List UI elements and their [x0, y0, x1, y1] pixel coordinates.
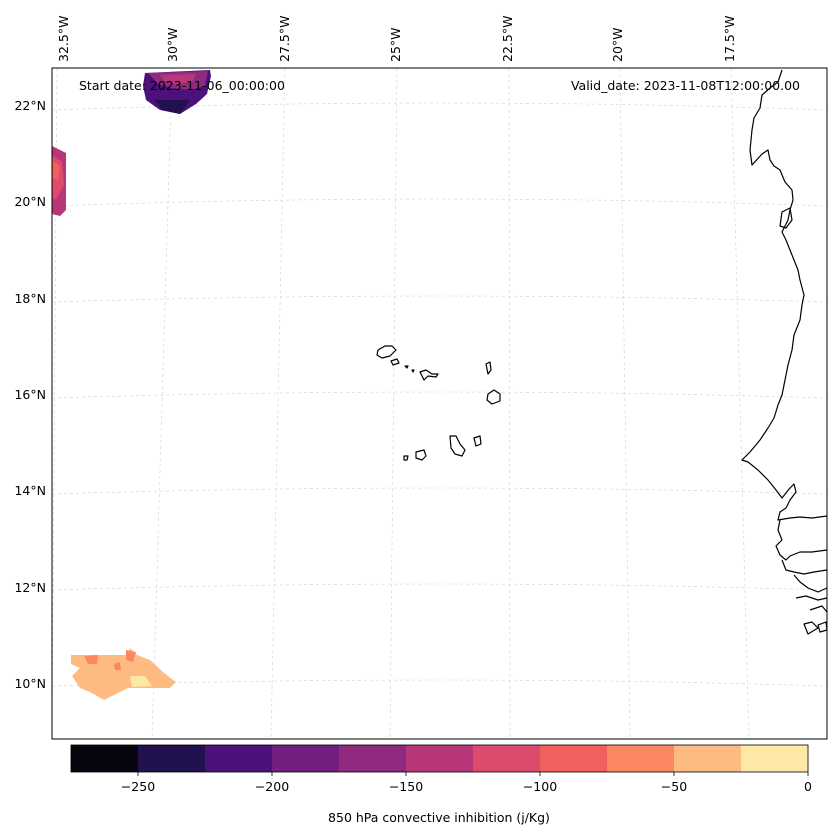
colorbar-segment — [339, 745, 407, 772]
colorbar-tick-label: −100 — [523, 779, 557, 794]
grid-lon-25 — [389, 67, 398, 740]
coastlines — [376, 69, 828, 635]
longitude-labels: 32.5°W 30°W 27.5°W 25°W 22.5°W 20°W 17.5… — [56, 16, 737, 62]
lon-label-22-5: 22.5°W — [500, 16, 515, 62]
island-maio — [473, 435, 482, 447]
contour-fills — [52, 70, 211, 700]
start-date-label: Start date: 2023-11-06_00:00:00 — [79, 78, 285, 93]
grid-lon-22-5 — [508, 67, 511, 740]
colorbar-segments — [71, 745, 809, 772]
contour-patch-west-core — [52, 160, 60, 180]
colorbar-segment — [473, 745, 541, 772]
coastline-bissau-south — [809, 605, 828, 613]
contour-patch-southwest-light — [130, 676, 152, 687]
grid-lon-32-5 — [51, 67, 58, 740]
lon-label-30: 30°W — [165, 27, 180, 62]
colorbar-label: 850 hPa convective inhibition (j/Kg) — [328, 810, 550, 825]
colorbar-segment — [272, 745, 340, 772]
colorbar-segment — [138, 745, 206, 772]
colorbar-segment — [406, 745, 474, 772]
lat-label-14: 14°N — [14, 483, 46, 498]
coastline-gambia-south — [781, 559, 828, 575]
grid-lat-12 — [51, 583, 828, 591]
colorbar-segment — [607, 745, 675, 772]
colorbar-segment — [741, 745, 809, 772]
island-fogo — [415, 449, 427, 461]
colorbar-tick-label: −250 — [121, 779, 155, 794]
grid-lat-18 — [51, 295, 828, 303]
contour-patch-north-core — [160, 74, 196, 84]
valid-date-label: Valid_date: 2023-11-08T12:00:00.00 — [571, 78, 800, 93]
island-sao-vicente — [390, 358, 400, 366]
contour-patch-southwest-orange-2 — [126, 650, 136, 662]
lon-label-27-5: 27.5°W — [277, 16, 292, 62]
colorbar-tick-label: −200 — [255, 779, 289, 794]
lat-label-10: 10°N — [14, 676, 46, 691]
lon-label-17-5: 17.5°W — [722, 16, 737, 62]
coastline-africa — [741, 69, 828, 521]
colorbar: −250 −200 −150 −100 −50 0 850 hPa convective … — [70, 744, 812, 825]
map-background — [52, 68, 827, 739]
colorbar-tick-label: −150 — [389, 779, 423, 794]
grid-lon-27-5 — [270, 67, 286, 740]
island-branco — [411, 369, 415, 373]
lat-label-22: 22°N — [14, 98, 46, 113]
colorbar-tick-label: −50 — [661, 779, 687, 794]
lon-label-32-5: 32.5°W — [56, 16, 71, 62]
coastline-bijagos-1 — [803, 621, 819, 635]
colorbar-segment — [71, 745, 139, 772]
grid-lon-20 — [619, 67, 631, 740]
grid-lat-14 — [51, 487, 828, 495]
island-santa-luzia — [404, 365, 409, 369]
colorbar-segment — [674, 745, 742, 772]
colorbar-tick-label: 0 — [804, 779, 812, 794]
grid-lat-20 — [51, 198, 828, 207]
grid-lat-16 — [51, 391, 828, 399]
contour-patch-north-dark — [155, 100, 190, 114]
coastline-bissau — [795, 595, 828, 601]
island-brava — [403, 455, 409, 461]
latitude-labels: 22°N 20°N 18°N 16°N 14°N 12°N 10°N — [14, 98, 46, 691]
grid-lon-30 — [151, 67, 173, 740]
grid-lon-17-5 — [730, 67, 750, 740]
island-sao-nicolau — [419, 369, 439, 381]
lat-label-16: 16°N — [14, 387, 46, 402]
coastline-banc-arguin — [779, 207, 793, 229]
coastline-casamance — [793, 574, 828, 593]
lon-label-25: 25°W — [388, 27, 403, 62]
coastline-gambia-north — [775, 519, 828, 561]
contour-patch-southwest-orange-3 — [114, 662, 121, 670]
island-santiago — [449, 435, 466, 457]
colorbar-ticks: −250 −200 −150 −100 −50 0 — [121, 772, 812, 794]
lat-label-20: 20°N — [14, 194, 46, 209]
island-sal — [485, 361, 492, 375]
colorbar-segment — [540, 745, 608, 772]
island-boa-vista — [486, 389, 501, 405]
lon-label-20: 20°W — [610, 27, 625, 62]
map-frame — [51, 67, 828, 740]
lat-label-18: 18°N — [14, 291, 46, 306]
island-santo-antao — [376, 345, 397, 359]
colorbar-segment — [205, 745, 273, 772]
contour-patch-southwest-orange-1 — [84, 655, 98, 664]
colorbar-frame — [70, 744, 809, 773]
lat-label-12: 12°N — [14, 580, 46, 595]
